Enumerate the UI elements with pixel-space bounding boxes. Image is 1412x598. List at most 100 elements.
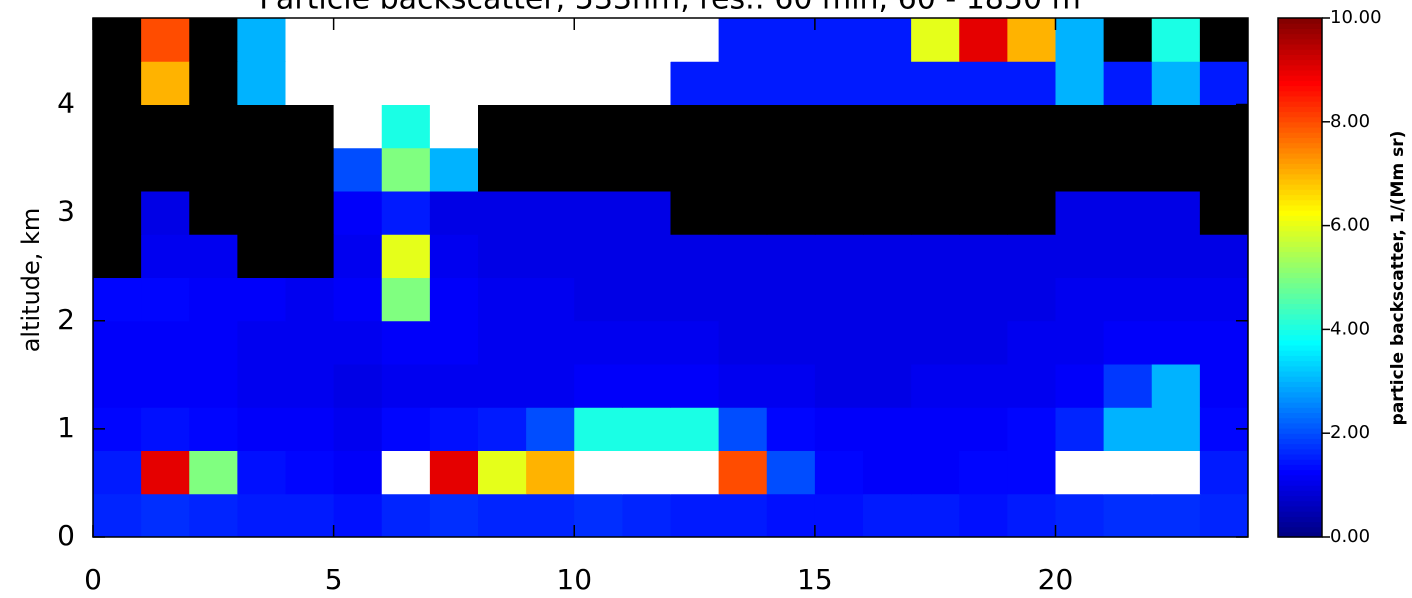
heat-cell — [1151, 277, 1201, 322]
heat-cell — [1151, 407, 1201, 451]
heat-cell — [622, 61, 671, 105]
colorbar-tick-label: 4.00 — [1330, 318, 1370, 339]
colorbar-step — [1278, 485, 1322, 491]
heat-cell — [622, 320, 671, 365]
colorbar-step — [1278, 511, 1322, 517]
heat-cell — [1103, 191, 1153, 235]
heat-cell — [622, 191, 671, 235]
heat-cell — [526, 277, 575, 322]
colorbar-step — [1278, 319, 1322, 325]
colorbar-step — [1278, 459, 1322, 465]
heat-cell — [333, 364, 383, 408]
colorbar-step — [1278, 69, 1322, 76]
heat-cell — [574, 104, 623, 149]
heat-cell — [814, 277, 864, 322]
y-tick-label: 2 — [57, 303, 75, 336]
heat-cell — [1055, 320, 1105, 365]
colorbar-step — [1278, 381, 1322, 388]
heat-cell — [911, 147, 960, 192]
heat-cell — [1007, 320, 1056, 365]
heat-cell — [141, 191, 190, 235]
heat-cell — [93, 277, 142, 322]
colorbar-step — [1278, 350, 1322, 356]
heat-cell — [863, 450, 912, 495]
colorbar-step — [1278, 267, 1322, 273]
heat-cell — [863, 277, 912, 322]
heat-cell — [959, 147, 1008, 192]
heat-cell — [814, 234, 864, 278]
heat-cell — [381, 191, 431, 235]
heat-cell — [959, 61, 1008, 105]
heat-cell — [429, 104, 479, 149]
heat-cell — [93, 147, 142, 192]
heat-cell — [670, 364, 720, 408]
heat-cell — [526, 234, 575, 278]
heat-cell — [1199, 364, 1249, 408]
colorbar-step — [1278, 225, 1322, 232]
heat-cell — [766, 407, 816, 451]
colorbar-step — [1278, 376, 1322, 382]
heat-cell — [1103, 61, 1153, 105]
colorbar-step — [1278, 469, 1322, 476]
heat-cell — [574, 18, 623, 62]
heat-cell — [1055, 234, 1105, 278]
colorbar-step — [1278, 277, 1322, 284]
colorbar-step — [1278, 417, 1322, 424]
colorbar-step — [1278, 521, 1322, 528]
heat-cell — [381, 18, 431, 62]
heat-cell — [574, 61, 623, 105]
heat-cell — [478, 61, 527, 105]
colorbar-tick-label: 6.00 — [1330, 215, 1370, 236]
heat-cell — [189, 61, 238, 105]
heat-cell — [1007, 407, 1056, 451]
heat-cell — [141, 450, 190, 495]
x-tick-label: 20 — [1038, 563, 1074, 596]
colorbar-step — [1278, 116, 1322, 123]
colorbar-step — [1278, 396, 1322, 403]
heat-cell — [911, 493, 960, 538]
heat-cell — [478, 234, 527, 278]
heat-cell — [1055, 104, 1105, 149]
heat-cell — [141, 147, 190, 192]
heat-cell — [1151, 320, 1201, 365]
heat-cell — [863, 18, 912, 62]
heat-cell — [141, 234, 190, 278]
colorbar-step — [1278, 90, 1322, 97]
colorbar-step — [1278, 235, 1322, 242]
colorbar-step — [1278, 163, 1322, 170]
heat-cell — [1199, 277, 1249, 322]
heat-cell — [911, 61, 960, 105]
colorbar-step — [1278, 464, 1322, 471]
plot-frame — [92, 17, 1249, 538]
x-tick-label: 0 — [84, 563, 102, 596]
heat-cell — [189, 320, 238, 365]
heat-cell — [429, 493, 479, 538]
heat-cell — [766, 364, 816, 408]
heat-cell — [381, 61, 431, 105]
heat-cell — [285, 61, 335, 105]
heat-cell — [141, 407, 190, 451]
heat-cell — [285, 147, 335, 192]
heat-cell — [429, 147, 479, 192]
colorbar-step — [1278, 479, 1322, 486]
heat-cell — [93, 61, 142, 105]
heat-cell — [1007, 61, 1056, 105]
heat-cell — [863, 320, 912, 365]
heat-cell — [285, 320, 335, 365]
colorbar-step — [1278, 215, 1322, 222]
colorbar-step — [1278, 287, 1322, 294]
heat-cell — [574, 450, 623, 495]
colorbar-step — [1278, 313, 1322, 320]
heat-cell — [1199, 18, 1249, 62]
heat-cell — [381, 104, 431, 149]
heat-cell — [718, 18, 768, 62]
heat-cell — [429, 407, 479, 451]
colorbar-step — [1278, 334, 1322, 341]
heat-cell — [1103, 493, 1153, 538]
heat-cell — [1007, 364, 1056, 408]
heat-cell — [718, 104, 768, 149]
colorbar-step — [1278, 106, 1322, 113]
heat-cell — [766, 320, 816, 365]
colorbar-step — [1278, 43, 1322, 50]
heat-cell — [526, 364, 575, 408]
